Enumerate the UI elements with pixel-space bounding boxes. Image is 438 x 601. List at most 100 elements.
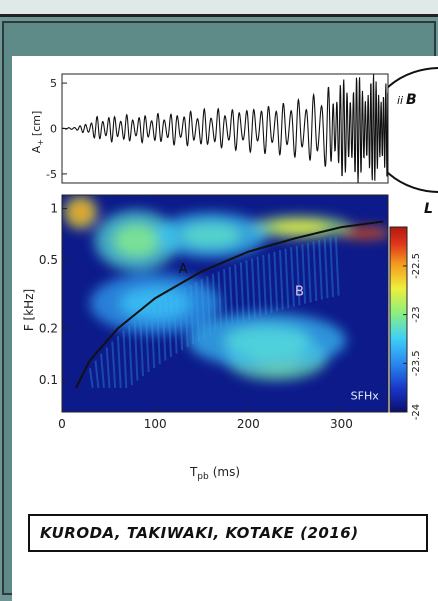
spectrogram-y-label: F [kHz] [22,289,36,331]
colorbar-ticks: -22.5 -23 -23.5 -24 [403,253,422,420]
spectrogram-feature-core [350,229,380,237]
spectrogram-stripe [167,297,172,357]
amplitude-y-label: A+ [cm] [30,111,45,154]
spectrogram-stripe [290,247,295,307]
colorbar-tick-label: -24 [411,404,422,420]
spectrogram-y-ticks: 1 0.5 0.2 0.1 [39,202,67,387]
spectrogram-stripe [133,321,139,381]
spectrogram-stripe [234,264,239,325]
spectrogram-stripe [301,244,307,304]
amplitude-plot: 5 0 -5 A+ [cm] [30,73,389,184]
top-band [0,0,438,14]
spectrogram-stripe [223,269,228,329]
spectrogram-stripe [156,304,161,365]
spectrogram-frame [61,194,389,413]
spectrogram-stripe [195,281,200,342]
spectrogram-y-tick-label: 1 [50,202,58,216]
spectrogram-stripe [122,330,128,388]
spectrogram-annotation: A [179,262,188,277]
amplitude-y-tick-label: 5 [50,77,57,90]
spectrogram-stripe [111,341,117,388]
spectrogram-stripe [178,290,184,351]
spectrogram-stripe [211,273,217,334]
spectrogram-stripe [329,237,334,297]
spectrogram-y-tick-label: 0.5 [39,253,58,267]
spectrogram-stripe [217,271,223,332]
spectrogram-stripe [251,258,256,318]
spectrogram-stripe [318,240,323,300]
amplitude-y-tick-label: 0 [50,123,57,136]
spectrogram-stripes [88,236,340,388]
spectrogram-feature-core [71,203,90,222]
spectrogram-stripe [206,276,212,337]
spectrogram-feature-core [113,224,160,258]
amplitude-y-label-main: A [30,145,43,153]
citation-caption: KURODA, TAKIWAKI, KOTAKE (2016) [40,524,359,542]
colorbar: -22.5 -23 -23.5 -24 [389,226,422,420]
speech-bubble-glyph-1: B [406,92,417,108]
colorbar-tick-label: -23.5 [411,350,422,376]
spectrogram-stripe [88,368,94,388]
citation-caption-box: KURODA, TAKIWAKI, KOTAKE (2016) [28,514,428,552]
spectrogram-feature-core [271,221,328,234]
amplitude-y-label-unit: [cm] [30,111,43,136]
spectrogram-stripe [262,254,267,315]
spectrogram-x-tick-label: 100 [144,417,167,431]
spectrogram-stripe [312,241,318,301]
spectrogram-fit-curve [75,220,384,389]
spectrogram-x-label: Tpb (ms) [189,465,240,482]
spectrogram-x-tick-label: 0 [58,417,66,431]
spectrogram: 0 100 200 300 1 0.5 0.2 0.1 A B SFHx Tpb (ms) F [… [22,194,389,482]
spectrogram-feature-core [223,325,311,356]
spectrogram-stripe [100,353,105,388]
spectrogram-stripe [256,256,262,317]
amplitude-y-tick-label: -5 [46,168,57,181]
svg-text:A+[cm]: A+ [cm] [30,111,45,154]
spectrogram-stripe [200,279,206,339]
spectrogram-x-label-unit: (ms) [213,465,240,479]
spectrogram-stripe [306,242,312,303]
spectrogram-annotation: SFHx [351,389,380,402]
spectrogram-stripe [239,262,245,322]
spectrogram-x-tick-label: 200 [237,417,260,431]
spectrogram-x-ticks: 0 100 200 300 [58,407,353,431]
spectrogram-x-tick-label: 300 [330,417,353,431]
spectrogram-feature-core [180,222,242,248]
spectrogram-stripe [150,308,156,369]
spectrogram-stripe [295,245,301,306]
speech-bubble-glyph-2: L [424,201,433,217]
spectrogram-x-label-main: T [189,465,198,479]
spectrogram-stripe [183,287,189,348]
spectrogram-features [63,195,388,381]
spectrogram-stripe [161,300,167,361]
spectrogram-stripe [94,360,100,388]
spectrogram-stripe [323,238,329,299]
spectrogram-stripe [279,250,284,310]
amplitude-series-line [62,74,388,183]
spectrogram-stripe [144,312,150,372]
spectrogram-stripe [245,260,251,320]
colorbar-gradient [389,226,408,413]
spectrogram-stripe [172,294,178,354]
spectrogram-stripe [116,336,122,388]
spectrogram-annotation: B [295,285,304,300]
spectrogram-field [62,195,388,412]
spectrogram-stripe [128,325,133,386]
spectrogram-stripe [139,316,144,377]
colorbar-tick-label: -22.5 [411,253,422,279]
spectrogram-stripe [284,248,290,309]
spectrogram-y-tick-label: 0.2 [39,321,58,335]
spectrogram-stripe [273,251,279,312]
spectrogram-stripe [267,253,273,313]
spectrogram-x-label-sub: pb [197,472,209,482]
colorbar-tick-label: -23 [411,306,422,322]
panel-border-top [0,14,438,17]
spectrogram-stripe [189,284,195,345]
spectrogram-annotations: A B SFHx [179,262,380,402]
spectrogram-y-tick-label: 0.1 [39,373,58,387]
speech-bubble-text: ii [397,94,403,107]
spectrogram-stripe [228,266,234,327]
spectrogram-stripe [105,347,111,388]
spectrogram-stripe [334,236,340,296]
